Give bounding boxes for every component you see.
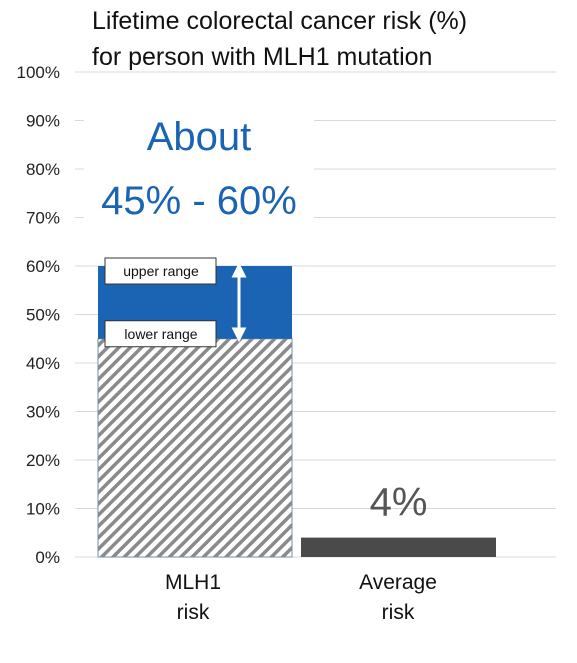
y-tick-label: 40% bbox=[26, 354, 60, 373]
upper-range-label-box bbox=[104, 257, 217, 285]
average-risk-data-label: 4% bbox=[370, 481, 428, 525]
y-tick-label: 30% bbox=[26, 403, 60, 422]
y-tick-label: 10% bbox=[26, 500, 60, 519]
category-label: Average bbox=[359, 571, 437, 594]
category-label: MLH1 bbox=[165, 571, 221, 594]
annotation-background bbox=[84, 112, 314, 220]
y-tick-label: 80% bbox=[26, 160, 60, 179]
chart-title-line-1: Lifetime colorectal cancer risk (%) bbox=[92, 7, 468, 35]
category-label: risk bbox=[177, 601, 210, 624]
lower-range-label-box bbox=[104, 320, 217, 348]
y-tick-label: 90% bbox=[26, 112, 60, 131]
y-tick-label: 50% bbox=[26, 306, 60, 325]
y-tick-label: 20% bbox=[26, 451, 60, 470]
y-tick-label: 60% bbox=[26, 257, 60, 276]
y-tick-label: 70% bbox=[26, 209, 60, 228]
lower-range-label: lower range bbox=[124, 326, 197, 342]
upper-range-label: upper range bbox=[123, 263, 199, 279]
annotation-line-1: About bbox=[147, 115, 252, 159]
y-tick-label: 0% bbox=[35, 548, 60, 567]
category-label: risk bbox=[382, 601, 415, 624]
bar-average-risk bbox=[301, 537, 496, 557]
bar-lower-range bbox=[97, 338, 293, 558]
chart-title-line-2: for person with MLH1 mutation bbox=[92, 43, 433, 71]
annotation-line-2: 45% - 60% bbox=[101, 179, 297, 223]
y-tick-label: 100% bbox=[17, 63, 60, 82]
